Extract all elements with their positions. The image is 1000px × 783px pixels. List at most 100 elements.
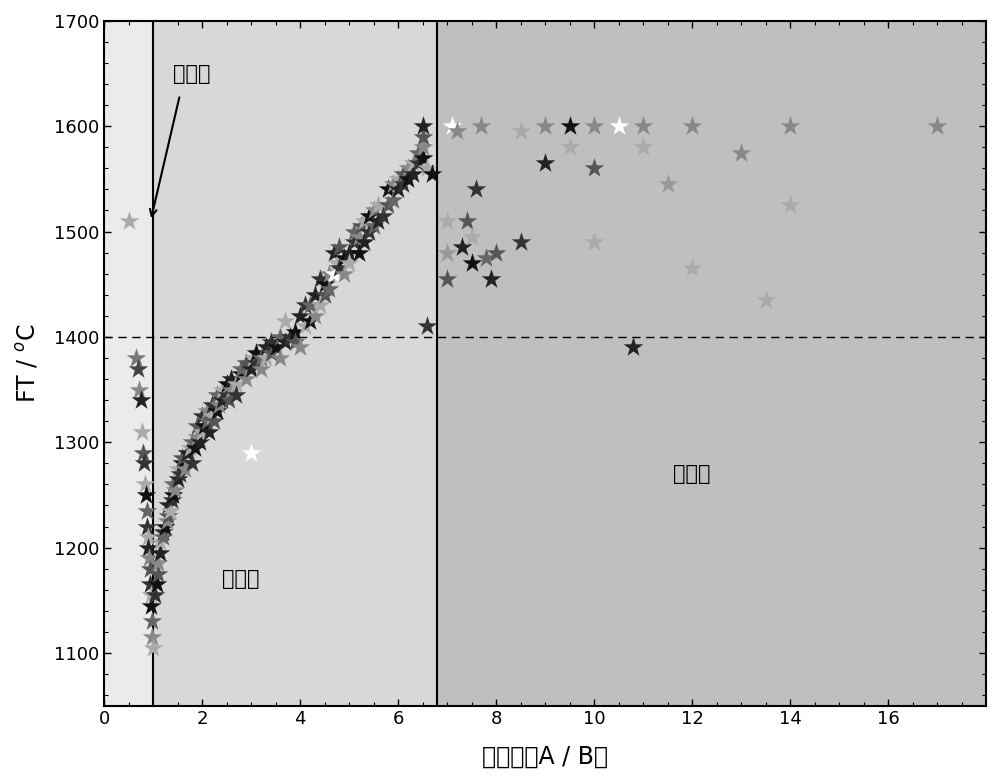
Point [159, 515, 175, 528]
Point [140, 531, 156, 543]
Point [149, 578, 165, 590]
Point [929, 120, 945, 132]
Point [214, 384, 230, 396]
Point [297, 320, 313, 333]
Point [214, 394, 230, 406]
Text: 碱性灰: 碱性灰 [173, 63, 210, 84]
Point [258, 341, 274, 354]
Point [537, 157, 553, 169]
Point [287, 336, 303, 348]
Point [312, 299, 328, 312]
Point [317, 278, 333, 290]
Point [366, 204, 382, 217]
Point [192, 436, 208, 449]
Point [782, 120, 798, 132]
Point [141, 552, 157, 565]
Point [243, 446, 259, 459]
Point [635, 141, 651, 153]
Point [625, 341, 641, 354]
Point [390, 172, 406, 185]
Point [233, 363, 249, 375]
Point [468, 183, 484, 196]
Text: 中性灰: 中性灰 [222, 569, 260, 589]
Point [292, 341, 308, 354]
Point [375, 210, 391, 222]
Point [228, 378, 244, 391]
Bar [153, 21, 437, 705]
Point [395, 178, 411, 190]
Point [586, 162, 602, 175]
Point [317, 288, 333, 301]
Point [331, 262, 347, 275]
Point [329, 257, 345, 269]
Point [341, 247, 357, 259]
Point [228, 388, 244, 401]
Point [133, 394, 149, 406]
Point [184, 457, 200, 470]
Point [782, 199, 798, 211]
Point [155, 525, 171, 538]
Point [144, 631, 160, 644]
Point [170, 462, 186, 474]
Point [758, 294, 774, 306]
Point [139, 520, 155, 532]
Point [223, 384, 239, 396]
Point [134, 425, 150, 438]
Point [312, 272, 328, 285]
Point [140, 541, 156, 554]
Point [157, 520, 173, 532]
Point [586, 120, 602, 132]
Point [400, 162, 416, 175]
Point [454, 241, 470, 254]
Point [611, 120, 627, 132]
Point [199, 415, 215, 428]
Point [142, 562, 158, 575]
Point [302, 299, 318, 312]
Point [439, 215, 455, 227]
Point [346, 236, 362, 248]
Point [248, 346, 264, 359]
Point [361, 226, 377, 238]
Point [145, 641, 161, 654]
Point [160, 510, 176, 522]
Point [449, 125, 465, 138]
Point [139, 504, 155, 517]
Point [419, 320, 435, 333]
Point [245, 352, 261, 364]
Point [361, 210, 377, 222]
Point [138, 489, 154, 501]
Point [380, 199, 396, 211]
Point [160, 500, 176, 512]
Y-axis label: FT / $^{o}$C: FT / $^{o}$C [14, 323, 40, 403]
Point [177, 462, 193, 474]
Point [170, 473, 186, 485]
Point [424, 168, 440, 180]
Point [287, 326, 303, 338]
Point [189, 431, 205, 443]
Point [513, 236, 529, 248]
Point [307, 288, 323, 301]
Point [478, 251, 494, 264]
Point [635, 120, 651, 132]
Point [243, 363, 259, 375]
Point [405, 168, 421, 180]
Point [400, 172, 416, 185]
Point [130, 363, 146, 375]
Point [341, 257, 357, 269]
Point [277, 315, 293, 327]
Point [165, 489, 181, 501]
Point [351, 230, 367, 243]
Point [219, 388, 235, 401]
Point [415, 120, 431, 132]
Point [206, 415, 222, 428]
Point [321, 283, 337, 296]
Point [415, 152, 431, 164]
Point [415, 141, 431, 153]
Point [128, 352, 144, 364]
Point [321, 268, 337, 280]
Point [238, 373, 254, 385]
Point [356, 215, 372, 227]
Point [473, 120, 489, 132]
Point [292, 309, 308, 322]
Point [351, 247, 367, 259]
